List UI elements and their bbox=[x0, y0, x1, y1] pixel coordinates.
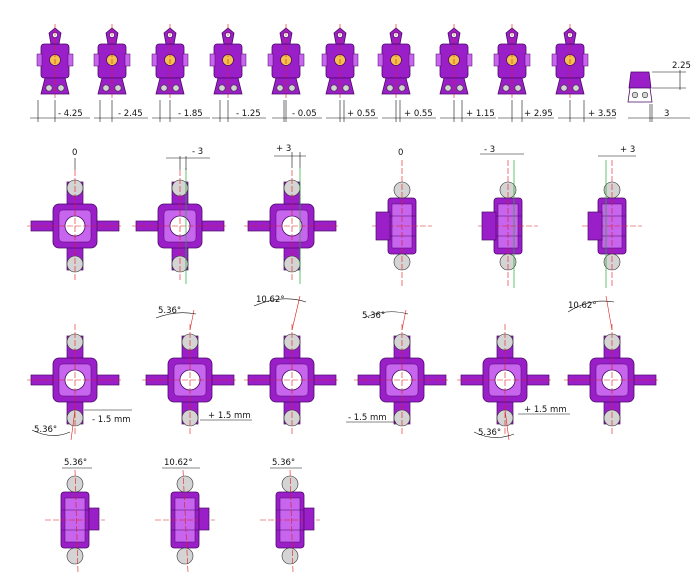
row2-view-2: - 3 bbox=[131, 147, 229, 284]
row3-angle-4: 5.36° bbox=[362, 311, 385, 321]
row1-views: - 4.25 - 2.45 - 1.85 - 1.25 bbox=[30, 23, 691, 122]
row1-view-9: + 2.95 bbox=[493, 23, 554, 122]
row1-view-10: + 3.55 bbox=[551, 23, 617, 122]
row2-label-3: + 3 bbox=[276, 144, 291, 154]
row3-angle-5: 5.36° bbox=[478, 428, 501, 438]
row4-view-2: 10.62° bbox=[154, 458, 216, 573]
row2-label-4: 0 bbox=[398, 148, 403, 158]
row1-end-view: 2.25 3 bbox=[627, 61, 691, 122]
row1-label-7: + 0.55 bbox=[404, 109, 433, 119]
row3-angle-6: 10.62° bbox=[568, 301, 597, 311]
row1-end-width-label: 3 bbox=[664, 109, 669, 119]
row1-view-6: + 0.55 bbox=[321, 23, 378, 122]
row1-view-5: - 0.05 bbox=[267, 23, 322, 122]
row3-view-6: 10.62° bbox=[563, 295, 661, 437]
row1-label-9: + 2.95 bbox=[524, 109, 553, 119]
row3-angle-1: 5.36° bbox=[34, 425, 57, 435]
row2-view-4: 0 bbox=[371, 148, 433, 288]
row3-offset-4: - 1.5 mm bbox=[348, 413, 387, 423]
row1-label-5: - 0.05 bbox=[292, 109, 317, 119]
row1-end-height-label: 2.25 bbox=[672, 61, 691, 71]
row3-offset-1: - 1.5 mm bbox=[92, 415, 131, 425]
row1-view-4: - 1.25 bbox=[209, 23, 266, 122]
row1-view-2: - 2.45 bbox=[93, 23, 148, 122]
row1-view-3: - 1.85 bbox=[151, 23, 210, 122]
row2-label-1: 0 bbox=[72, 148, 77, 158]
row1-label-1: - 4.25 bbox=[58, 109, 83, 119]
row3-angle-3: 10.62° bbox=[256, 295, 285, 305]
row3-view-4: 5.36° - 1.5 mm bbox=[346, 309, 451, 437]
row1-label-10: + 3.55 bbox=[588, 109, 617, 119]
row1-label-8: + 1.15 bbox=[466, 109, 495, 119]
row3-view-5: 5.36° + 1.5 mm bbox=[456, 323, 570, 441]
row2-views: 0 - 3 + 3 0 bbox=[26, 144, 643, 288]
row2-label-6: + 3 bbox=[620, 145, 635, 155]
row3-offset-5: + 1.5 mm bbox=[524, 405, 567, 415]
row2-label-2: - 3 bbox=[192, 147, 203, 157]
row1-label-2: - 2.45 bbox=[118, 109, 143, 119]
row4-angle-3: 5.36° bbox=[272, 458, 295, 468]
row3-views: 5.36° - 1.5 mm 5.36° + 1.5 mm 10.62° 5.3… bbox=[26, 295, 661, 441]
row2-view-5: - 3 bbox=[477, 145, 539, 288]
row3-view-1: 5.36° - 1.5 mm bbox=[26, 323, 132, 441]
row1-label-4: - 1.25 bbox=[236, 109, 261, 119]
row4-angle-1: 5.36° bbox=[64, 458, 87, 468]
row2-view-6: + 3 bbox=[581, 145, 643, 288]
row2-view-3: + 3 bbox=[243, 144, 341, 284]
row3-view-2: 5.36° + 1.5 mm bbox=[141, 306, 252, 437]
row4-angle-2: 10.62° bbox=[164, 458, 193, 468]
row3-view-3: 10.62° bbox=[243, 295, 341, 437]
row1-view-1: - 4.25 bbox=[30, 23, 90, 122]
row1-view-8: + 1.15 bbox=[435, 23, 496, 122]
row3-offset-2: + 1.5 mm bbox=[208, 411, 251, 421]
row2-label-5: - 3 bbox=[484, 145, 495, 155]
row4-view-3: 5.36° bbox=[259, 458, 321, 573]
row1-view-7: + 0.55 bbox=[377, 23, 436, 122]
row2-view-1: 0 bbox=[26, 148, 124, 283]
row4-views: 5.36° 10.62° 5.36° bbox=[44, 458, 321, 573]
row1-label-6: + 0.55 bbox=[347, 109, 376, 119]
row1-label-3: - 1.85 bbox=[178, 109, 203, 119]
row4-view-1: 5.36° bbox=[44, 458, 106, 573]
row3-angle-2: 5.36° bbox=[158, 306, 181, 316]
